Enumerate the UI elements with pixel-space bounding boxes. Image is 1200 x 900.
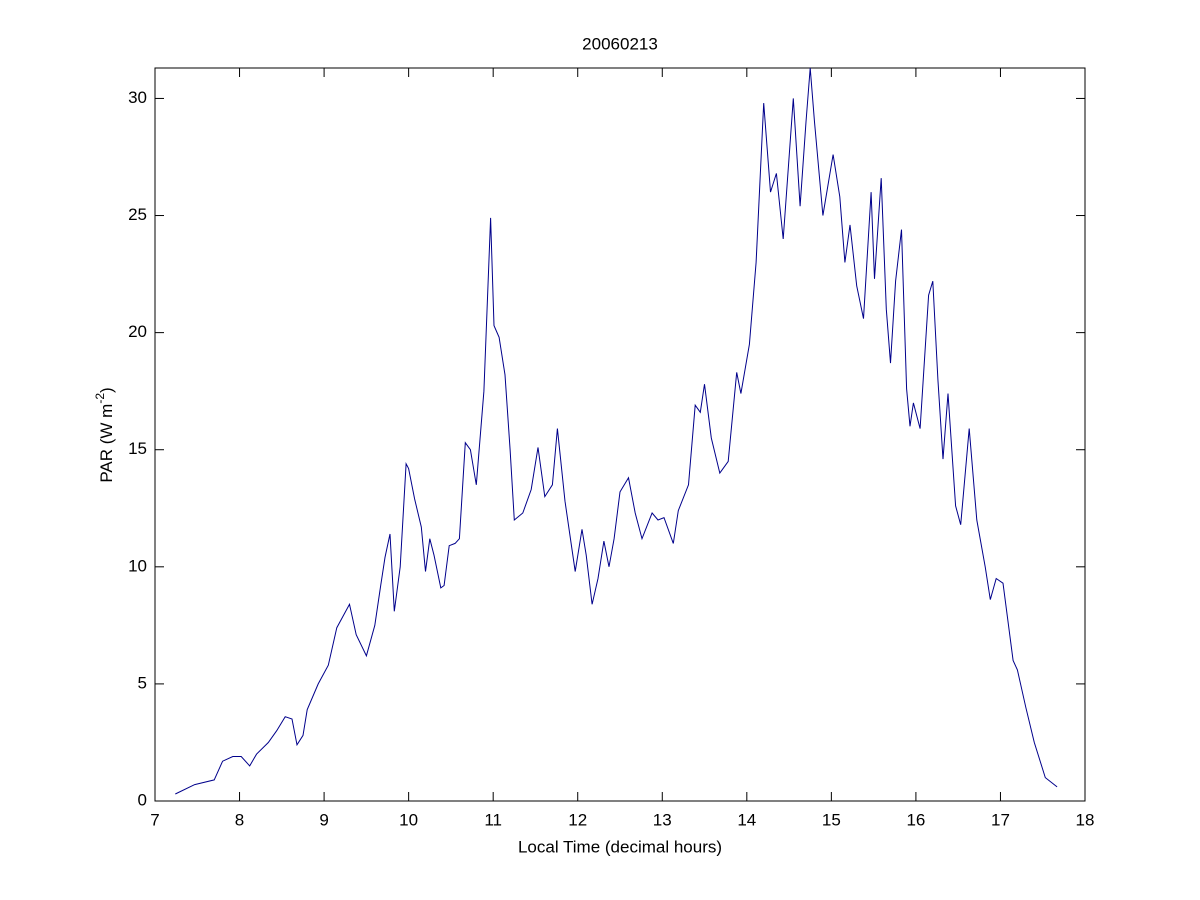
y-tick-label: 30 <box>128 88 147 107</box>
x-tick-label: 9 <box>319 810 328 829</box>
x-tick-label: 12 <box>568 810 587 829</box>
y-axis-label-end: ) <box>97 387 116 393</box>
x-tick-label: 15 <box>822 810 841 829</box>
x-tick-label: 11 <box>484 810 502 829</box>
y-tick-label: 15 <box>128 439 147 458</box>
x-tick-label: 10 <box>399 810 418 829</box>
y-axis-label: PAR (W m-2) <box>93 387 116 482</box>
x-tick-label: 13 <box>653 810 672 829</box>
chart-title: 20060213 <box>582 34 658 53</box>
x-axis-label: Local Time (decimal hours) <box>518 837 722 856</box>
x-tick-label: 17 <box>991 810 1010 829</box>
y-tick-label: 10 <box>128 556 147 575</box>
y-axis-label-sup: -2 <box>93 393 107 404</box>
x-tick-label: 16 <box>906 810 925 829</box>
x-tick-label: 7 <box>150 810 159 829</box>
x-tick-label: 18 <box>1076 810 1095 829</box>
x-tick-label: 14 <box>737 810 756 829</box>
y-tick-label: 25 <box>128 205 147 224</box>
plot-frame <box>154 67 1086 802</box>
y-tick-label: 0 <box>138 790 147 809</box>
x-tick-label: 8 <box>235 810 244 829</box>
y-tick-label: 20 <box>128 322 147 341</box>
y-axis-label-text: PAR (W m <box>97 404 116 483</box>
y-tick-label: 5 <box>138 673 147 692</box>
data-line <box>175 67 1058 795</box>
